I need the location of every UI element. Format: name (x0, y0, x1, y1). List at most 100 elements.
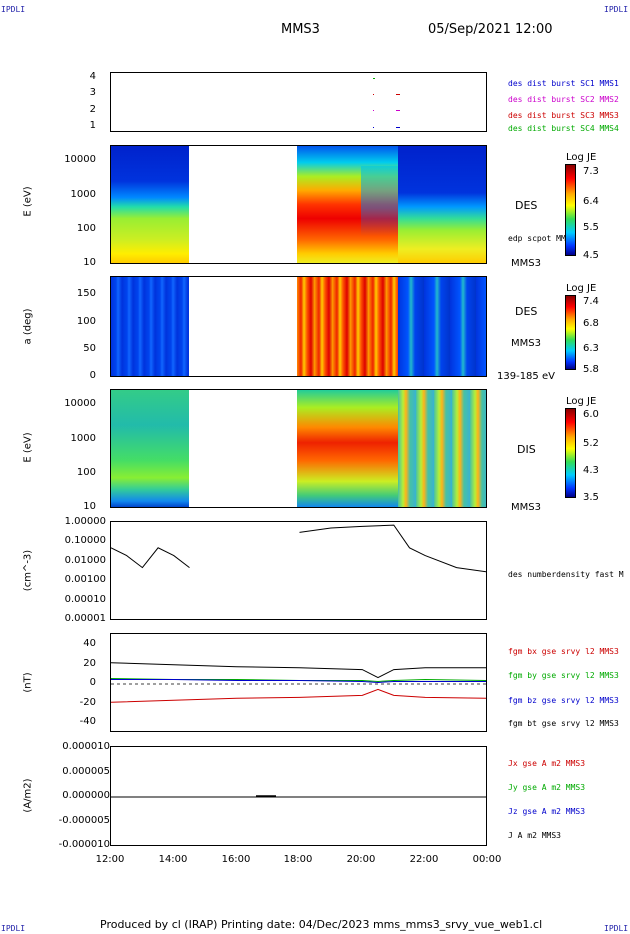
des-energy-spectrogram (110, 145, 487, 264)
colorbar-tick: 5.8 (583, 364, 599, 375)
corner-label: IPDLI (1, 5, 26, 14)
xtick: 18:00 (283, 854, 313, 865)
density-series (111, 524, 486, 573)
legend-jy: Jy gse A m2 MMS3 (508, 783, 586, 792)
ytick: 20 (83, 658, 96, 669)
data-gap (189, 390, 297, 507)
xtick: 00:00 (472, 854, 502, 865)
spacecraft-label: MMS3 (511, 502, 541, 513)
legend-j: J A m2 MMS3 (508, 831, 561, 840)
colorbar-title: Log JE (566, 396, 597, 407)
ytick: 1 (89, 120, 96, 131)
ytick: 100 (76, 223, 96, 234)
current-density-panel (110, 746, 487, 846)
data-gap (189, 146, 297, 263)
ytick: -0.000010 (58, 839, 110, 850)
ytick: 10 (83, 257, 96, 268)
legend-mms2: des dist burst SC2 MMS2 (508, 95, 619, 104)
ytick: 0.00001 (64, 613, 106, 624)
current-plot (111, 795, 486, 798)
ytick: 0.000010 (62, 741, 110, 752)
spacecraft-title: MMS3 (281, 22, 320, 37)
dis-energy-spectrogram (110, 389, 487, 508)
ytick: 1000 (70, 433, 96, 444)
ytick: 100 (76, 316, 96, 327)
data-gap (189, 277, 297, 376)
legend-bz: fgm bz gse srvy l2 MMS3 (508, 696, 619, 705)
ytick: 2 (89, 104, 96, 115)
ytick: 0.000000 (62, 790, 110, 801)
colorbar-tick: 5.2 (583, 438, 599, 449)
y-axis-label: E (eV) (22, 186, 34, 217)
magnetic-field-panel (110, 633, 487, 732)
datetime-title: 05/Sep/2021 12:00 (428, 22, 553, 37)
colorbar-tick: 6.3 (583, 343, 599, 354)
colorbar-tick: 3.5 (583, 492, 599, 503)
ytick: 0.00010 (64, 594, 106, 605)
colorbar-tick: 6.4 (583, 196, 599, 207)
energy-range-label: 139-185 eV (497, 371, 555, 382)
ytick: 0 (89, 370, 96, 381)
colorbar-tick: 6.0 (583, 409, 599, 420)
bt-series (111, 662, 486, 679)
colorbar-tick: 4.5 (583, 250, 599, 261)
overlay-label: edp scpot MMS3 (508, 234, 576, 243)
spacecraft-label: MMS3 (511, 338, 541, 349)
instrument-label: DIS (517, 443, 536, 456)
colorbar-tick: 7.4 (583, 296, 599, 307)
legend-jx: Jx gse A m2 MMS3 (508, 759, 586, 768)
ytick: 10000 (64, 398, 96, 409)
colorbar (565, 164, 576, 256)
colorbar (565, 295, 576, 370)
instrument-label: DES (515, 305, 538, 318)
legend-jz: Jz gse A m2 MMS3 (508, 807, 586, 816)
des-pitch-angle-spectrogram (110, 276, 487, 377)
colorbar-tick: 7.3 (583, 166, 599, 177)
xtick: 20:00 (346, 854, 376, 865)
ytick: 3 (89, 87, 96, 98)
legend-by: fgm by gse srvy l2 MMS3 (508, 671, 619, 680)
legend-mms3: des dist burst SC3 MMS3 (508, 111, 619, 120)
legend-mms4: des dist burst SC4 MMS4 (508, 124, 619, 133)
ytick: 0.01000 (64, 555, 106, 566)
ytick: -20 (79, 697, 96, 708)
corner-label: IPDLI (604, 5, 629, 14)
legend-bx: fgm bx gse srvy l2 MMS3 (508, 647, 619, 656)
ytick: 1000 (70, 189, 96, 200)
ytick: 4 (89, 71, 96, 82)
colorbar-tick: 6.8 (583, 318, 599, 329)
ytick: 0.10000 (64, 535, 106, 546)
colorbar-tick: 5.5 (583, 222, 599, 233)
xtick: 16:00 (221, 854, 251, 865)
y-axis-label: (cm^-3) (22, 549, 34, 592)
bz-series (111, 679, 486, 684)
colorbar-tick: 4.3 (583, 465, 599, 476)
colorbar-title: Log JE (566, 283, 597, 294)
ytick: 10000 (64, 154, 96, 165)
spacecraft-label: MMS3 (511, 258, 541, 269)
ytick: 0.00100 (64, 574, 106, 585)
y-axis-label: (nT) (22, 672, 34, 693)
y-axis-label: (A/m2) (22, 778, 34, 813)
legend-mms1: des dist burst SC1 MMS1 (508, 79, 619, 88)
density-plot (111, 524, 486, 573)
ytick: 40 (83, 638, 96, 649)
corner-label: IPDLI (604, 924, 629, 933)
legend-bt: fgm bt gse srvy l2 MMS3 (508, 719, 619, 728)
field-plot (111, 662, 486, 703)
ytick: 150 (76, 288, 96, 299)
ytick: -40 (79, 716, 96, 727)
ytick: 0.000005 (62, 766, 110, 777)
y-axis-label: E (eV) (22, 432, 34, 463)
footer-credit: Produced by cl (IRAP) Printing date: 04/… (100, 918, 543, 931)
instrument-label: DES (515, 199, 538, 212)
xtick: 14:00 (158, 854, 188, 865)
ytick: 10 (83, 501, 96, 512)
ytick: 0 (89, 677, 96, 688)
ytick: 1.00000 (64, 516, 106, 527)
ytick: 50 (83, 343, 96, 354)
bx-series (111, 688, 486, 703)
xtick: 12:00 (95, 854, 125, 865)
xtick: 22:00 (409, 854, 439, 865)
colorbar-title: Log JE (566, 152, 597, 163)
